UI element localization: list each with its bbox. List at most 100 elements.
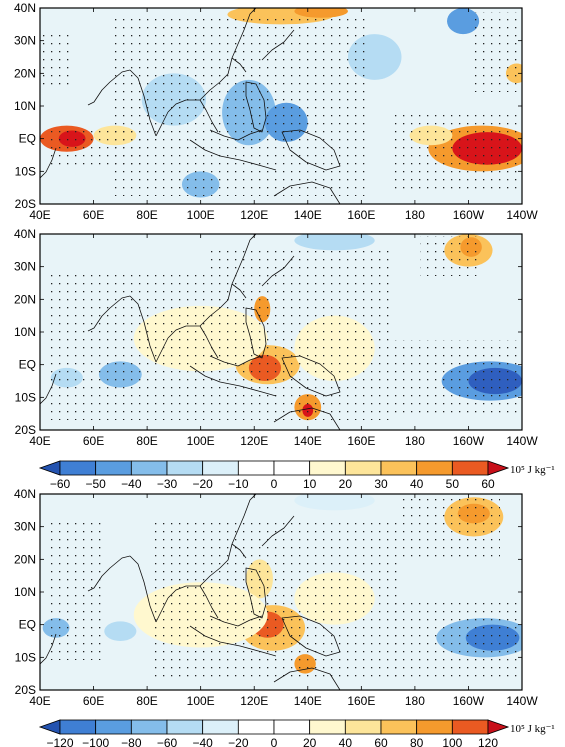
colorbar-tick-label: 40 <box>410 477 424 491</box>
longitude-label: 180 <box>405 694 425 708</box>
latitude-label: 10N <box>14 99 36 113</box>
colorbar-bin <box>309 460 346 476</box>
colorbar-tick-label: −40 <box>192 736 213 747</box>
longitude-label: 160W <box>453 208 485 222</box>
latitude-label: 40N <box>14 1 36 15</box>
colorbar-bin <box>380 460 418 476</box>
latitude-label: 10N <box>14 325 36 339</box>
tick-marks <box>40 8 522 204</box>
colorbar-bin <box>166 719 204 735</box>
colorbar-tick-label: −60 <box>50 477 71 491</box>
latitude-labels: 40N 30N 20N 10N EQ 10S 20S <box>14 487 36 697</box>
longitude-label: 60E <box>83 694 104 708</box>
latitude-label: 20N <box>14 552 36 566</box>
colorbar-tick-label: −50 <box>85 477 106 491</box>
latitude-label: 10S <box>15 164 36 178</box>
colorbar-min-arrow <box>38 460 61 476</box>
coastlines <box>40 8 341 204</box>
colorbar-bin <box>237 460 275 476</box>
colorbar-max-arrow <box>487 719 510 735</box>
colorbar-2: −120 −100 −80 −60 −40 −20 0 20 40 60 80 100 120 10⁵ J… <box>38 719 555 747</box>
latitude-label: 10N <box>14 585 36 599</box>
colorbar-unit: 10⁵ J kg⁻¹ <box>510 464 555 476</box>
colorbar-tick-label: 60 <box>481 477 495 491</box>
colorbar-unit: 10⁵ J kg⁻¹ <box>510 723 555 735</box>
tick-marks <box>40 234 522 430</box>
latitude-label: 30N <box>14 260 36 274</box>
map-frame <box>39 493 523 691</box>
latitude-label: EQ <box>19 618 36 632</box>
significance-stipple <box>45 236 522 420</box>
longitude-label: 140W <box>506 208 538 222</box>
colorbar-bin <box>202 719 239 735</box>
contour-region <box>294 234 375 251</box>
colorbar-bin <box>59 460 97 476</box>
latitude-label: 20N <box>14 292 36 306</box>
colorbar-tick-label: −100 <box>82 736 109 747</box>
colorbar-tick-label: −20 <box>228 736 249 747</box>
longitude-label: 60E <box>83 434 104 448</box>
colorbar-tick-label: −20 <box>192 477 213 491</box>
longitude-label: 100E <box>187 208 215 222</box>
map-panel-middle: 40N 30N 20N 10N EQ 10S 20S 40E 60E 80E 100E 120E 14… <box>14 227 538 448</box>
longitude-label: 40E <box>29 208 50 222</box>
colorbar-tick-label: 0 <box>271 477 278 491</box>
longitude-label: 120E <box>240 434 268 448</box>
latitude-label: 40N <box>14 487 36 501</box>
latitude-label: 30N <box>14 520 36 534</box>
tick-marks <box>40 494 522 690</box>
colorbar-max-arrow <box>487 460 510 476</box>
colorbar-tick-label: 40 <box>339 736 353 747</box>
longitude-label: 140W <box>506 694 538 708</box>
coastlines <box>40 234 341 430</box>
longitude-label: 140E <box>294 434 322 448</box>
colorbar-tick-label: −10 <box>228 477 249 491</box>
latitude-label: 20N <box>14 66 36 80</box>
longitude-label: 80E <box>136 208 157 222</box>
colorbar-tick-label: −30 <box>157 477 178 491</box>
latitude-labels: 40N 30N 20N 10N EQ 10S 20S <box>14 227 36 437</box>
colorbar-bin <box>130 719 168 735</box>
longitude-label: 100E <box>187 434 215 448</box>
colorbar-tick-label: −120 <box>46 736 73 747</box>
longitude-label: 80E <box>136 434 157 448</box>
colorbar-bin <box>130 460 168 476</box>
colorbar-bin <box>273 460 311 476</box>
significance-stipple <box>40 12 522 196</box>
colorbar-bin <box>237 719 275 735</box>
latitude-label: EQ <box>19 132 36 146</box>
colorbar-tick-label: 120 <box>478 736 498 747</box>
longitude-label: 160W <box>453 434 485 448</box>
longitude-labels: 40E 60E 80E 100E 120E 140E 160E 180 160W 140W <box>29 208 538 222</box>
longitude-label: 180 <box>405 434 425 448</box>
map-panel-bottom: 40N 30N 20N 10N EQ 10S 20S 40E 60E 80E 100E 120E 14… <box>14 487 538 708</box>
colorbar-tick-label: 0 <box>271 736 278 747</box>
colorbar-bin <box>344 460 382 476</box>
longitude-labels: 40E 60E 80E 100E 120E 140E 160E 180 160W 140W <box>29 694 538 708</box>
colorbar-tick-label: 10 <box>303 477 317 491</box>
coastlines <box>40 494 341 690</box>
longitude-label: 80E <box>136 694 157 708</box>
colorbar-tick-label: 30 <box>374 477 388 491</box>
colorbar-tick-label: 100 <box>442 736 462 747</box>
map-frame <box>39 7 523 205</box>
colorbar-bin <box>416 719 453 735</box>
longitude-label: 140W <box>506 434 538 448</box>
longitude-label: 160E <box>347 208 375 222</box>
colorbar-bin <box>273 719 311 735</box>
map-panel-top: 40N 30N 20N 10N EQ 10S 20S 40E 60E 80E 100E 120E 14… <box>14 1 538 222</box>
latitude-labels: 40N 30N 20N 10N EQ 10S 20S <box>14 1 36 211</box>
colorbar-bin <box>95 719 132 735</box>
colorbar-1: −60 −50 −40 −30 −20 −10 0 10 20 30 40 50 60 10⁵ J kg⁻… <box>38 460 555 491</box>
latitude-label: 20S <box>15 683 36 697</box>
longitude-label: 160W <box>453 694 485 708</box>
longitude-labels: 40E 60E 80E 100E 120E 140E 160E 180 160W 140W <box>29 434 538 448</box>
colorbar-tick-label: 80 <box>410 736 424 747</box>
latitude-label: 20S <box>15 197 36 211</box>
latitude-label: 10S <box>15 390 36 404</box>
colorbar-bin <box>451 719 489 735</box>
colorbar-tick-label: 20 <box>303 736 317 747</box>
colorbar-bin <box>451 460 489 476</box>
colorbar-bin <box>416 460 453 476</box>
